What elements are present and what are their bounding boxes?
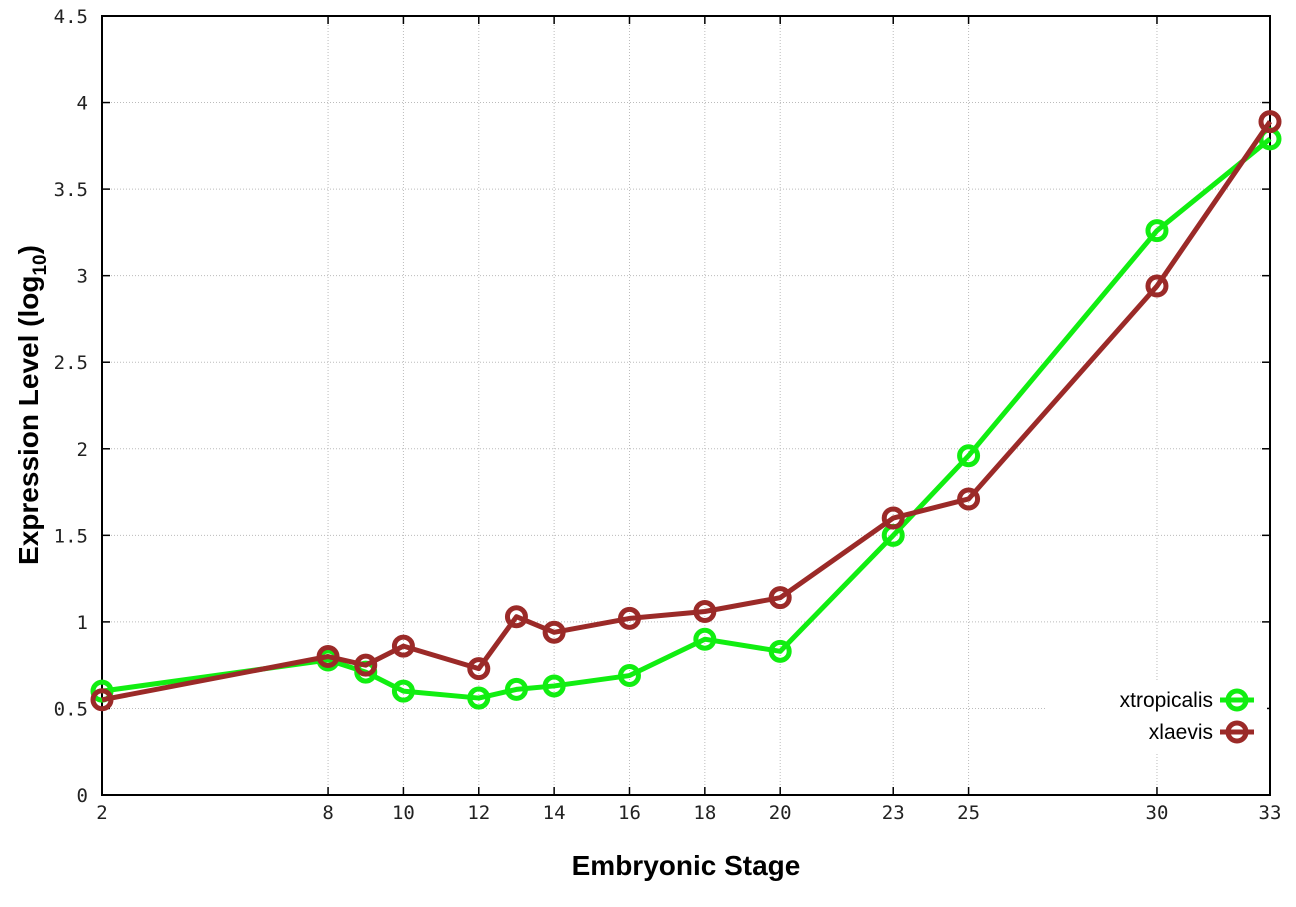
data-point (467, 686, 491, 710)
data-point (1258, 110, 1282, 134)
data-point (391, 679, 415, 703)
x-tick-label: 25 (957, 802, 980, 824)
y-tick-label: 0 (77, 785, 88, 807)
data-point (542, 620, 566, 644)
data-point (90, 679, 114, 703)
data-point (617, 606, 641, 630)
data-point (617, 664, 641, 688)
x-tick-label: 20 (769, 802, 792, 824)
data-point (316, 645, 340, 669)
y-tick-label: 2 (77, 439, 88, 461)
x-axis-label: Embryonic Stage (572, 850, 801, 881)
y-tick-label: 1 (77, 612, 88, 634)
x-tick-label: 12 (467, 802, 490, 824)
legend-label: xlaevis (1149, 721, 1213, 744)
data-point (391, 634, 415, 658)
data-point (1145, 274, 1169, 298)
legend-swatch-marker (1225, 720, 1249, 744)
y-tick-label: 0.5 (54, 698, 88, 720)
x-tick-label: 33 (1259, 802, 1282, 824)
x-tick-label: 8 (322, 802, 333, 824)
ticks: 0 0.5 1 1.5 2 2.5 3 3.5 4 4.5 2 8 10 12 14 16 18 20 23 25 30… (54, 6, 1282, 824)
series-line (101, 120, 1273, 703)
x-tick-label: 23 (882, 802, 905, 824)
x-tick-label: 10 (392, 802, 415, 824)
x-tick-label: 30 (1146, 802, 1169, 824)
data-point (693, 627, 717, 651)
series-xlaevis (90, 110, 1282, 712)
legend-swatch-marker (1225, 688, 1249, 712)
data-point (957, 444, 981, 468)
y-tick-label: 4 (77, 93, 88, 115)
y-tick-label: 3 (77, 266, 88, 288)
data-point (542, 674, 566, 698)
series-layer (90, 110, 1282, 712)
y-tick-label: 4.5 (54, 6, 88, 28)
y-axis-label-main: Expression Level (log (13, 276, 44, 565)
data-point (881, 506, 905, 530)
grid (102, 16, 1270, 795)
legend: xtropicalis xlaevis (1045, 680, 1267, 752)
data-point (354, 653, 378, 677)
x-tick-label: 2 (96, 802, 107, 824)
data-point (504, 677, 528, 701)
series-xtropicalis (90, 127, 1282, 710)
y-axis-label-sub: 10 (30, 254, 51, 275)
y-tick-label: 2.5 (54, 352, 88, 374)
plot-frame (101, 15, 1271, 796)
y-axis-label: Expression Level (log10) (13, 245, 51, 565)
data-point (693, 600, 717, 624)
y-tick-label: 1.5 (54, 525, 88, 547)
y-axis-label-end: ) (13, 245, 44, 254)
data-point (504, 605, 528, 629)
data-point (957, 487, 981, 511)
data-point (768, 586, 792, 610)
data-point (1145, 219, 1169, 243)
data-point (90, 688, 114, 712)
legend-label: xtropicalis (1120, 689, 1213, 712)
x-tick-label: 14 (543, 802, 566, 824)
data-point (467, 657, 491, 681)
x-tick-label: 18 (693, 802, 716, 824)
data-point (768, 639, 792, 663)
y-tick-label: 3.5 (54, 179, 88, 201)
x-tick-label: 16 (618, 802, 641, 824)
